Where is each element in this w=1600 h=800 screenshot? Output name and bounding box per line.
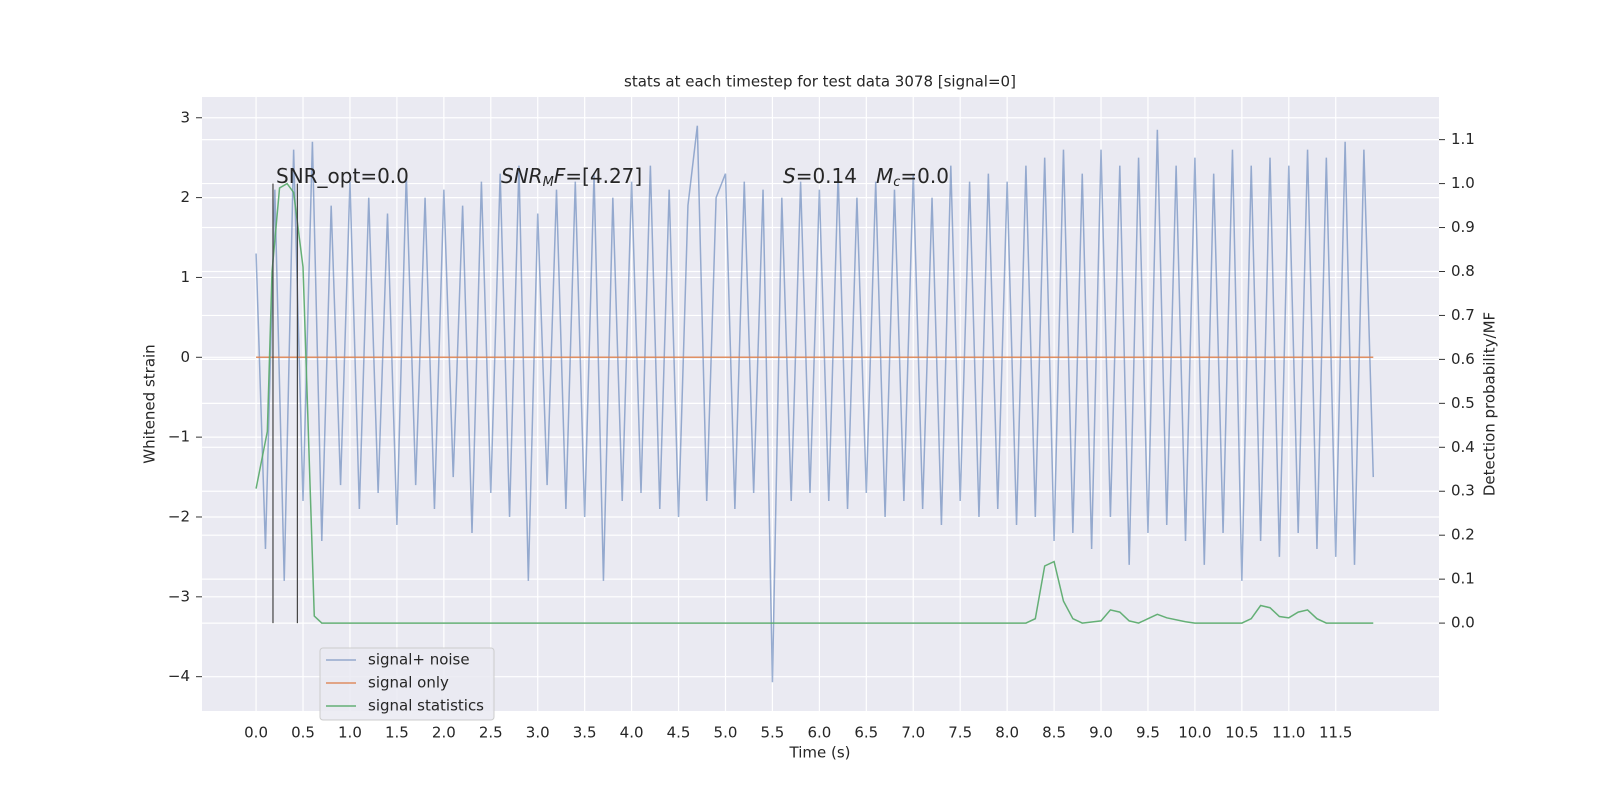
x-tick-label: 2.5 — [479, 724, 503, 742]
x-tick-label: 6.5 — [854, 724, 878, 742]
x-tick-label: 11.0 — [1272, 724, 1305, 742]
annotation-part: c — [893, 175, 900, 190]
y2-tick-label: 0.3 — [1451, 482, 1475, 500]
y-tick-label: 1 — [180, 268, 190, 286]
y2-tick-label: 0.0 — [1451, 614, 1475, 632]
annotation-part: SNR_opt=0.0 — [276, 164, 409, 188]
x-tick-label: 7.0 — [901, 724, 925, 742]
x-axis-label: Time (s) — [789, 744, 851, 762]
y2-tick-label: 0.4 — [1451, 438, 1475, 456]
annotation: SNRMF=[4.27] — [501, 164, 642, 190]
x-tick-label: 10.5 — [1225, 724, 1258, 742]
x-tick-label: 1.5 — [385, 724, 409, 742]
legend-label: signal only — [368, 674, 449, 692]
y2-tick-label: 0.8 — [1451, 262, 1475, 280]
annotation-part: SNR — [501, 164, 543, 188]
annotation-part: F — [554, 164, 566, 188]
x-tick-label: 1.0 — [338, 724, 362, 742]
x-tick-label: 9.5 — [1136, 724, 1160, 742]
y2-tick-label: 0.1 — [1451, 570, 1475, 588]
y2-axis-label: Detection probability/MF — [1481, 312, 1499, 496]
annotation-part: =0.14 — [796, 164, 857, 188]
series-line — [255, 125, 1375, 683]
x-tick-label: 9.0 — [1089, 724, 1113, 742]
x-tick-label: 11.5 — [1319, 724, 1352, 742]
x-tick-label: 2.0 — [432, 724, 456, 742]
x-tick-label: 8.0 — [995, 724, 1019, 742]
y2-tick-label: 0.6 — [1451, 350, 1475, 368]
x-tick-label: 0.0 — [244, 724, 268, 742]
y-axis-label: Whitened strain — [141, 344, 159, 463]
x-tick-label: 7.5 — [948, 724, 972, 742]
chart-title: stats at each timestep for test data 307… — [624, 73, 1016, 91]
x-tick-label: 4.0 — [620, 724, 644, 742]
y2-tick-label: 0.5 — [1451, 394, 1475, 412]
y2-tick-label: 1.1 — [1451, 130, 1475, 148]
y-tick-label: −3 — [168, 587, 190, 605]
x-tick-label: 3.5 — [573, 724, 597, 742]
legend-label: signal statistics — [368, 697, 484, 715]
y2-tick-label: 0.9 — [1451, 218, 1475, 236]
annotation-part: S — [783, 164, 796, 188]
x-tick-label: 10.0 — [1178, 724, 1211, 742]
series-line — [255, 182, 1374, 624]
y-tick-label: 2 — [180, 188, 190, 206]
y-tick-label: −4 — [168, 667, 190, 685]
legend-box — [319, 647, 495, 721]
y2-tick-label: 0.7 — [1451, 306, 1475, 324]
x-tick-label: 5.5 — [761, 724, 785, 742]
y-tick-label: 3 — [180, 108, 190, 126]
x-tick-label: 3.0 — [526, 724, 550, 742]
legend-label: signal+ noise — [368, 651, 470, 669]
x-tick-label: 0.5 — [291, 724, 315, 742]
legend: signal+ noise signal only signal statistic… — [319, 647, 495, 721]
annotation: S=0.14 — [783, 164, 857, 188]
plot-area — [202, 97, 1439, 711]
y2-tick-label: 1.0 — [1451, 174, 1475, 192]
annotation-part: M — [543, 175, 554, 190]
y-tick-label: −1 — [168, 428, 190, 446]
marks — [255, 125, 1375, 683]
y-tick-label: 0 — [180, 348, 190, 366]
annotation: Mc=0.0 — [876, 164, 949, 190]
annotation-part: =[4.27] — [565, 164, 642, 188]
x-tick-label: 4.5 — [667, 724, 691, 742]
x-tick-label: 8.5 — [1042, 724, 1066, 742]
annotation-part: M — [876, 164, 893, 188]
x-tick-label: 6.0 — [807, 724, 831, 742]
y2-tick-label: 0.2 — [1451, 526, 1475, 544]
y-tick-label: −2 — [168, 507, 190, 525]
x-tick-label: 5.0 — [714, 724, 738, 742]
annotation-part: =0.0 — [900, 164, 949, 188]
annotation: SNR_opt=0.0 — [276, 164, 409, 188]
